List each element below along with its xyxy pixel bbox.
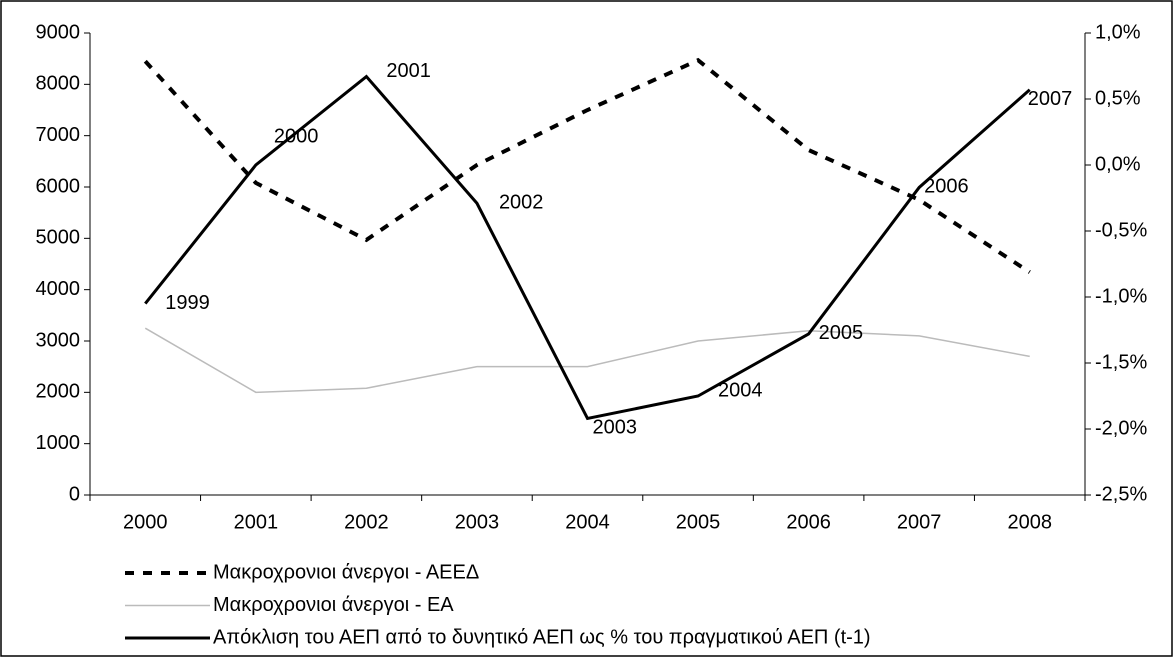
x-tick-label: 2003 (455, 511, 500, 533)
y2-tick-label: -2,5% (1095, 483, 1147, 505)
series-line (144, 327, 1030, 394)
y-tick-label: 5000 (36, 227, 81, 249)
y-tick-label: 6000 (36, 175, 81, 197)
y-tick-label: 3000 (36, 329, 81, 351)
y2-tick-label: 0,5% (1095, 87, 1141, 109)
point-label: 2003 (593, 417, 638, 439)
x-tick-label: 2001 (234, 511, 279, 533)
legend-label: Μακροχρονιοι άνεργοι - ΕΑ (213, 594, 454, 616)
series-line (143, 57, 1031, 274)
y2-tick-label: -2,0% (1095, 417, 1147, 439)
point-label: 2000 (274, 125, 319, 147)
point-label: 2006 (924, 176, 969, 198)
legend-label: Μακροχρονιοι άνεργοι - ΑΕΕΔ (213, 561, 479, 583)
point-label: 2005 (819, 322, 864, 344)
y2-tick-label: -0,5% (1095, 219, 1147, 241)
point-label: 2001 (386, 60, 431, 82)
y-tick-label: 9000 (36, 21, 81, 43)
legend-label: Απόκλιση του ΑΕΠ από το δυνητικό ΑΕΠ ως … (213, 626, 871, 648)
y-tick-label: 1000 (36, 432, 81, 454)
y-tick-label: 8000 (36, 73, 81, 95)
x-tick-label: 2007 (897, 511, 942, 533)
y2-tick-label: -1,0% (1095, 285, 1147, 307)
y2-tick-label: 0,0% (1095, 153, 1141, 175)
x-tick-label: 2000 (123, 511, 168, 533)
x-tick-label: 2002 (344, 511, 389, 533)
y-tick-label: 2000 (36, 381, 81, 403)
y-tick-label: 4000 (36, 278, 81, 300)
point-label: 2004 (718, 379, 763, 401)
y2-tick-label: -1,5% (1095, 351, 1147, 373)
point-label: 2007 (1028, 88, 1073, 110)
x-tick-label: 2006 (786, 511, 831, 533)
series-line (144, 74, 1031, 421)
point-label: 1999 (165, 292, 210, 314)
x-tick-label: 2005 (676, 511, 721, 533)
point-label: 2002 (499, 192, 544, 214)
x-tick-label: 2008 (1007, 511, 1052, 533)
y-tick-label: 0 (69, 483, 80, 505)
y-tick-label: 7000 (36, 124, 81, 146)
x-tick-label: 2004 (565, 511, 610, 533)
y2-tick-label: 1,0% (1095, 21, 1141, 43)
